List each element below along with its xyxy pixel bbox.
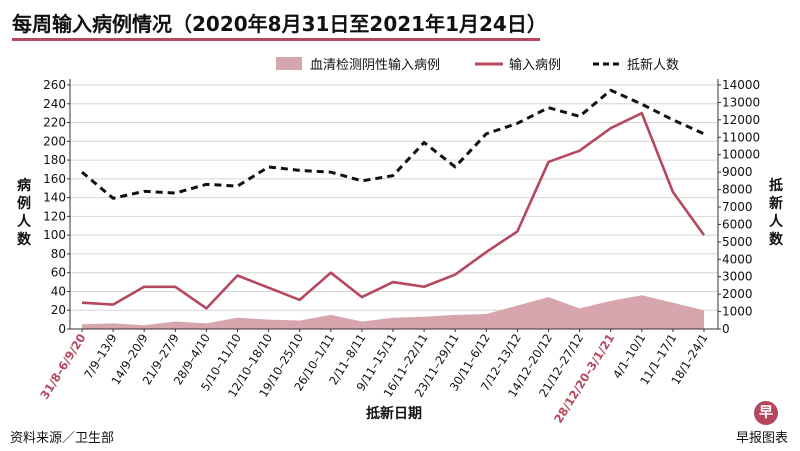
right-tick-label: 10000 — [722, 148, 760, 162]
left-axis-title: 病例人数 — [17, 177, 32, 248]
left-tick-label: 100 — [43, 228, 66, 242]
area-series-seronegative — [82, 295, 704, 329]
left-tick-label: 200 — [43, 134, 66, 148]
right-tick-label: 9000 — [722, 165, 753, 179]
legend-label: 输入病例 — [509, 57, 561, 73]
left-tick-label: 20 — [51, 303, 66, 317]
left-tick-label: 240 — [43, 97, 66, 111]
publisher-logo: 早 — [754, 401, 778, 425]
left-tick-label: 180 — [43, 153, 66, 167]
legend-entry: 血清检测阴性输入病例 — [276, 57, 440, 73]
right-tick-label: 14000 — [722, 78, 760, 92]
chart-title: 每周输入病例情况（2020年8月31日至2021年1月24日） — [12, 12, 547, 36]
right-tick-label: 3000 — [722, 270, 753, 284]
right-tick-label: 5000 — [722, 235, 753, 249]
right-tick-label: 1000 — [722, 305, 753, 319]
line-series-arrivals — [81, 88, 705, 200]
line-layer — [81, 88, 706, 310]
line-series-imported-cases — [81, 111, 706, 310]
legend: 血清检测阴性输入病例 输入病例 抵新人数 — [276, 57, 679, 73]
source-note: 资料来源／卫生部 — [10, 431, 115, 446]
area-layer — [81, 295, 705, 329]
legend-entry: 抵新人数 — [593, 57, 679, 73]
left-tick-label: 40 — [51, 284, 66, 298]
grid — [70, 84, 718, 311]
legend-label: 抵新人数 — [627, 57, 679, 73]
title-underline — [12, 38, 540, 41]
right-axis-title: 抵新人数 — [769, 177, 784, 248]
right-tick-label: 13000 — [722, 95, 760, 109]
left-tick-label: 80 — [51, 247, 66, 261]
right-tick-label: 4000 — [722, 252, 753, 266]
right-tick-label: 7000 — [722, 200, 753, 214]
right-tick-label: 0 — [722, 322, 730, 336]
right-tick-label: 6000 — [722, 217, 753, 231]
legend-entry: 输入病例 — [475, 57, 561, 73]
left-axis-title-text: 病例人数 — [17, 177, 32, 248]
left-tick-label: 140 — [43, 191, 66, 205]
left-tick-label: 60 — [51, 266, 66, 280]
right-tick-label: 8000 — [722, 183, 753, 197]
right-tick-label: 11000 — [722, 130, 760, 144]
x-tick-label: 31/8–6/9/20 — [37, 331, 88, 401]
left-tick-label: 260 — [43, 78, 66, 92]
left-tick-label: 220 — [43, 116, 66, 130]
publisher-label: 早报图表 — [735, 431, 788, 446]
legend-label: 血清检测阴性输入病例 — [310, 57, 440, 73]
axes: 0 20 40 60 80 100 120 140 160 180 200 220 240 260 0 100… — [17, 78, 784, 426]
right-tick-label: 12000 — [722, 113, 760, 127]
left-tick-label: 0 — [58, 322, 66, 336]
left-tick-label: 160 — [43, 172, 66, 186]
right-tick-label: 2000 — [722, 287, 753, 301]
legend-swatch — [276, 57, 302, 70]
right-axis-title-text: 抵新人数 — [769, 177, 784, 248]
left-tick-label: 120 — [43, 209, 66, 223]
x-axis-title: 抵新日期 — [366, 405, 422, 422]
